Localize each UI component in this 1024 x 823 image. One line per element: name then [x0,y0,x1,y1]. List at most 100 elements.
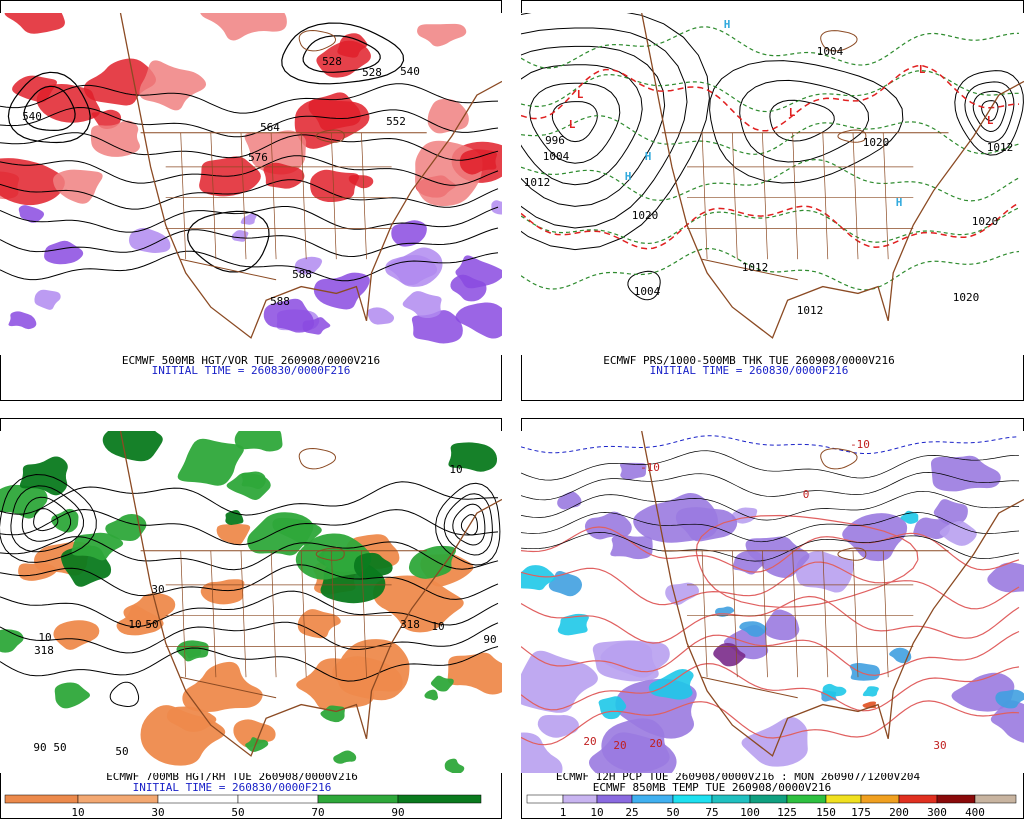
contour-label: 10 [128,618,141,631]
contour-label: 1020 [972,215,999,228]
contour [837,547,867,561]
shaded-area [995,689,1024,709]
contour [521,472,1020,501]
contour [521,435,1020,454]
panel-caption: ECMWF 500MB HGT/VOR TUE 260908/0000V216 [122,354,380,367]
shaded-area [822,683,847,698]
shaded-area [247,512,314,556]
colorbar-label: 10 [71,806,84,819]
shaded-area [53,620,100,650]
contour-label: 10 [38,631,51,644]
contour-label: 30 [151,583,164,596]
shaded-area [0,158,65,206]
shaded-area [353,552,393,580]
shaded-area [849,663,881,681]
shaded-area [402,291,442,319]
shaded-area [557,613,589,636]
shaded-area [263,298,315,333]
contour-label: 564 [260,121,280,134]
shaded-area [939,521,977,546]
colorbar-label: 150 [816,806,836,819]
contour [551,101,598,143]
contour [521,247,1020,291]
shaded-area [521,565,556,591]
contour [521,526,1020,573]
contour [820,448,858,470]
shaded-area [348,174,374,189]
shaded-area [200,579,245,605]
state-line [210,550,217,678]
contour-label: 1004 [817,45,844,58]
colorbar-label: 70 [311,806,324,819]
shaded-area [116,605,164,636]
panel-caption: ECMWF 850MB TEMP TUE 260908/0000V216 [593,781,831,794]
high-pressure-marker: H [724,18,731,31]
contour [443,493,493,556]
shaded-area [241,471,266,490]
contour-label: 0 [803,488,810,501]
contour [964,81,1015,143]
contour [529,82,621,164]
colorbar-segment [825,794,862,804]
contour [521,207,1020,245]
shaded-area [521,650,598,713]
contour [0,564,499,600]
initial-time: INITIAL TIME = 260830/0000F216 [133,781,332,794]
contour [627,270,661,301]
state-line [361,132,367,260]
contour [709,60,904,184]
colorbar-label: 90 [391,806,404,819]
contour-label: -10 [850,438,870,451]
shaded-area [411,310,463,344]
contour [521,45,666,207]
panel-caption: ECMWF 700MB HGT/RH TUE 260908/0000V216 [106,770,358,783]
state-line [822,550,829,678]
contour [521,532,1020,562]
colorbar-segment [237,794,319,804]
colorbar-segment [317,794,399,804]
contour-label: 50 [115,745,128,758]
shaded-area [51,508,79,533]
contour [521,490,1020,521]
contour [521,27,688,229]
shaded-area [4,13,65,34]
shaded-area [166,706,217,732]
state-line [731,550,738,678]
shaded-area [491,200,502,215]
contour-label: 1012 [742,261,769,274]
coastline [641,13,1024,339]
contour [521,158,1020,202]
shaded-area [90,120,140,157]
shaded-area [234,431,283,452]
shaded-area [297,609,341,639]
state-line [330,550,337,678]
contour [521,450,1020,481]
shaded-area [231,230,249,242]
shaded-area [391,220,427,247]
map [521,13,1024,355]
shaded-area [245,737,269,752]
border [180,258,277,281]
shaded-area [739,621,767,637]
contour [298,29,336,52]
contour [0,590,499,628]
contour [981,100,999,122]
colorbar-segment [4,794,79,804]
contour [0,179,499,210]
state-line [792,550,799,678]
contour [0,227,499,258]
contour [0,536,499,571]
state-line [762,132,768,260]
shaded-area [990,700,1024,743]
shaded-area [665,582,700,606]
contour [521,114,1020,155]
contour [695,514,919,608]
shaded-area [619,462,647,480]
contour [315,547,345,561]
contour [837,129,867,143]
shaded-area [417,23,467,47]
contour-label: 10 [449,463,462,476]
contour-label: 1020 [953,291,980,304]
contour [0,646,499,682]
state-line [361,550,367,678]
